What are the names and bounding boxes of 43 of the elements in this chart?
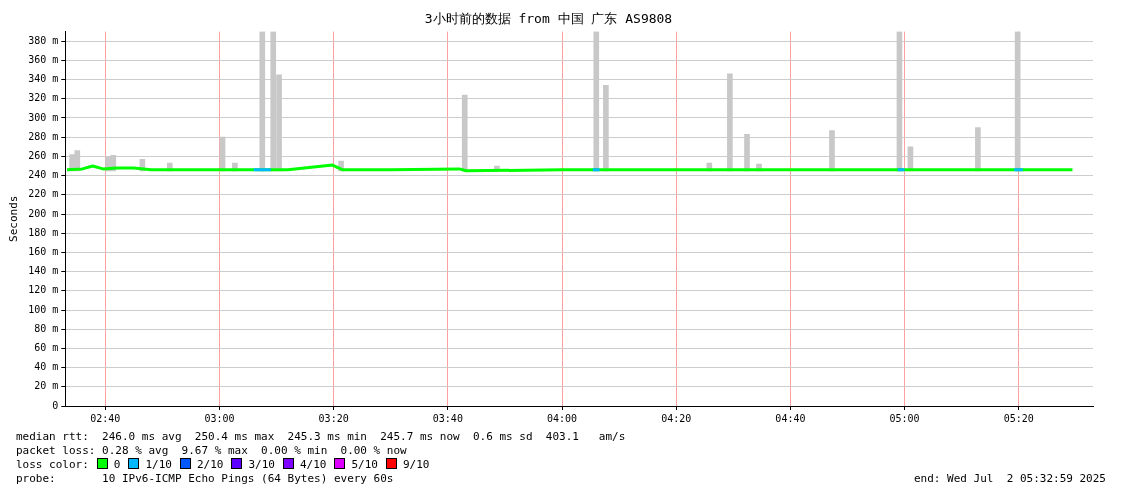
legend-label: 5/10	[351, 458, 378, 471]
x-tick-label: 04:20	[661, 412, 692, 424]
y-tick-label: 300 m	[28, 111, 59, 123]
x-tick-label: 05:20	[1003, 412, 1034, 424]
y-tick-label: 40 m	[34, 361, 59, 373]
y-tick-label: 120 m	[28, 284, 59, 296]
y-tick-label: 100 m	[28, 303, 59, 315]
y-tick-label: 80 m	[34, 322, 59, 334]
y-tick-label: 160 m	[28, 245, 59, 257]
x-tick-label: 05:00	[889, 412, 920, 424]
y-tick-label: 340 m	[28, 73, 59, 85]
legend-label: 1/10	[145, 458, 172, 471]
chart-title: 3小时前的数据 from 中国 广东 AS9808	[424, 11, 673, 27]
y-tick-label: 280 m	[28, 130, 59, 142]
y-tick-label: 240 m	[28, 169, 59, 181]
x-tick-label: 03:00	[204, 412, 235, 424]
y-tick-label: 360 m	[28, 53, 59, 65]
y-tick-label: 180 m	[28, 226, 59, 238]
legend-label: 0	[113, 458, 121, 471]
y-axis-title: Seconds	[7, 195, 21, 242]
y-tick-label: 380 m	[28, 34, 59, 46]
legend-label: 9/10	[402, 458, 430, 471]
text: probe: 10 IPv6-ICMP Echo Pings (64 Bytes) every 60s	[16, 472, 394, 485]
x-tick-label: 04:00	[546, 412, 578, 424]
x-tick-label: 03:40	[432, 412, 463, 424]
x-tick-label: 03:20	[318, 412, 349, 424]
y-tick-label: 320 m	[28, 92, 59, 104]
y-tick-label: 220 m	[28, 188, 59, 200]
legend-label: 4/10	[299, 458, 327, 471]
y-tick-label: 20 m	[34, 380, 59, 392]
y-tick-label: 140 m	[28, 265, 59, 277]
legend-label: 3/10	[248, 458, 275, 471]
y-tick-label: 60 m	[34, 341, 59, 353]
x-tick-label: 04:40	[775, 412, 806, 424]
y-tick-label: 200 m	[28, 207, 59, 219]
x-tick-label: 02:40	[90, 412, 121, 424]
legend-title: loss color:	[16, 458, 89, 471]
text: median rtt: 246.0 ms avg 250.4 ms max 245.3 ms min 245.7 ms now 0.6 ms sd 403.1 am/s	[16, 430, 627, 444]
legend-label: 2/10	[196, 458, 224, 471]
text: packet loss: 0.28 % avg 9.67 % max 0.00 % min 0.00 % now	[16, 444, 408, 458]
y-tick-label: 260 m	[28, 149, 59, 161]
text: end: Wed Jul 2 05:32:59 2025	[913, 472, 1106, 486]
y-tick-label: 0	[52, 399, 59, 411]
